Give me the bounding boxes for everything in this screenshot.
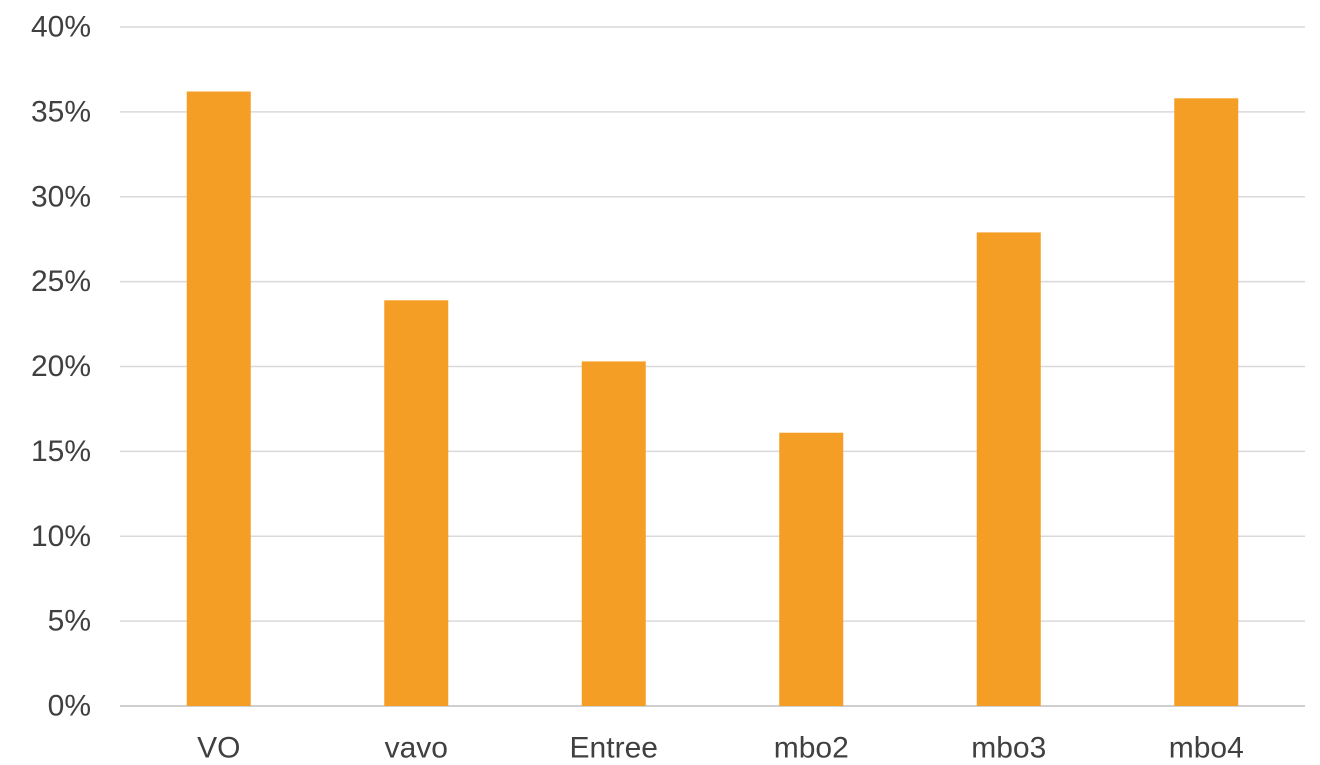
x-tick-label: VO [197,732,240,765]
y-tick-label: 5% [48,605,91,638]
bar-vo [186,91,251,706]
y-tick-label: 10% [31,520,91,553]
y-tick-label: 15% [31,435,91,468]
y-tick-label: 0% [48,690,91,723]
gridlines [120,26,1305,707]
x-tick-label: Entree [570,732,658,765]
x-tick-label: mbo4 [1169,732,1244,765]
y-tick-label: 40% [31,11,91,44]
bar-mbo2 [779,432,844,706]
x-tick-label: mbo3 [971,732,1046,765]
bar-mbo4 [1174,98,1239,707]
y-tick-label: 30% [31,180,91,213]
y-tick-label: 35% [31,95,91,128]
bar-entree [581,361,646,706]
x-tick-label: mbo2 [774,732,849,765]
bars [186,91,1239,707]
bar-vavo [384,300,449,706]
x-axis-tick-labels: VO vavo Entree mbo2 mbo3 mbo4 [197,732,1244,765]
x-tick-label: vavo [385,732,448,765]
y-tick-label: 20% [31,350,91,383]
bar-mbo3 [976,232,1041,706]
y-axis-tick-labels: 0% 5% 10% 15% 20% 25% 30% 35% 40% [31,11,91,723]
y-tick-label: 25% [31,265,91,298]
